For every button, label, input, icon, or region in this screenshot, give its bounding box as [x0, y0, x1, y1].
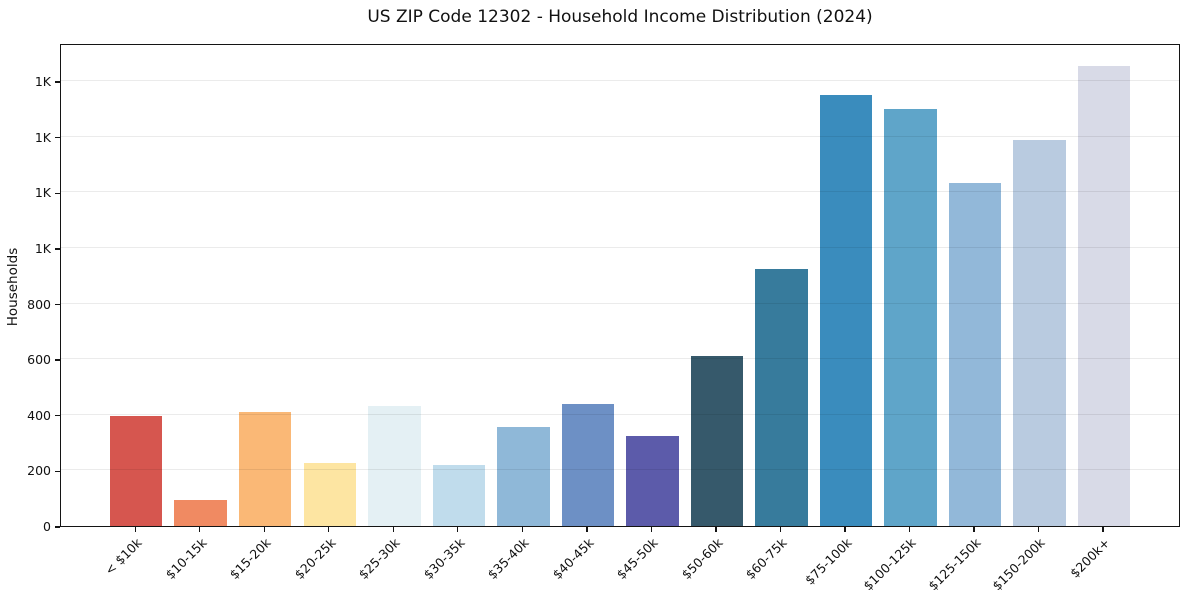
- bar-150-200k: [1013, 139, 1066, 526]
- bar-10k: [109, 416, 163, 526]
- bar-200k: [1077, 65, 1131, 526]
- gridline-200: [61, 469, 1179, 471]
- y-tick-mark-600: [55, 359, 60, 361]
- bar-45-50k: [626, 435, 679, 526]
- x-tick-mark-5: [457, 527, 459, 532]
- y-tick-mark-1200: [55, 192, 60, 194]
- gridline-1400: [61, 135, 1179, 137]
- y-tick-label-800: 800: [27, 296, 51, 312]
- y-tick-label-1000: 1K: [34, 240, 51, 256]
- x-tick-mark-4: [392, 527, 394, 532]
- x-tick-mark-13: [973, 527, 975, 532]
- y-tick-mark-1400: [55, 137, 60, 139]
- bar-10-15k: [174, 499, 227, 526]
- bar-125-150k: [948, 182, 1002, 526]
- gridline-1600: [61, 80, 1179, 82]
- y-tick-mark-1600: [55, 81, 60, 83]
- bar-100-125k: [884, 108, 937, 526]
- y-tick-label-400: 400: [27, 407, 51, 423]
- x-tick-mark-10: [779, 527, 782, 532]
- bar-30-35k: [432, 464, 486, 526]
- x-tick-label-0: < $10k: [101, 535, 145, 578]
- y-tick-mark-1000: [55, 248, 60, 250]
- chart-title: US ZIP Code 12302 - Household Income Dis…: [367, 7, 873, 27]
- x-tick-mark-1: [199, 527, 201, 532]
- gridline-1000: [61, 246, 1179, 248]
- y-tick-mark-800: [55, 303, 60, 306]
- x-tick-mark-12: [908, 527, 911, 532]
- x-tick-mark-15: [1102, 527, 1104, 532]
- y-tick-label-1600: 1K: [34, 74, 51, 90]
- x-tick-mark-3: [328, 527, 330, 532]
- x-tick-mark-14: [1037, 527, 1040, 532]
- x-tick-mark-11: [844, 527, 846, 532]
- y-tick-mark-400: [55, 415, 60, 417]
- gridline-800: [61, 302, 1179, 304]
- y-tick-label-600: 600: [27, 352, 51, 368]
- bar-50-60k: [690, 356, 744, 526]
- y-tick-label-200: 200: [27, 463, 51, 479]
- bar-25-30k: [368, 406, 421, 526]
- y-tick-mark-0: [55, 526, 60, 528]
- gridline-400: [61, 413, 1179, 415]
- plot-area: [60, 44, 1180, 527]
- x-tick-mark-9: [715, 527, 717, 532]
- bar-15-20k: [238, 412, 292, 526]
- gridline-600: [61, 358, 1179, 360]
- x-tick-mark-0: [134, 527, 136, 532]
- bar-40-45k: [561, 403, 615, 526]
- x-tick-mark-2: [263, 527, 265, 532]
- bar-20-25k: [303, 463, 356, 526]
- y-tick-label-0: 0: [43, 519, 51, 534]
- gridline-1200: [61, 191, 1179, 193]
- x-tick-mark-6: [521, 527, 523, 532]
- y-tick-mark-200: [55, 470, 60, 473]
- bar-75-100k: [819, 95, 873, 526]
- x-tick-mark-7: [586, 527, 588, 532]
- x-tick-mark-8: [650, 527, 653, 532]
- bar-35-40k: [497, 427, 550, 526]
- y-tick-label-1400: 1K: [34, 129, 51, 145]
- y-tick-label-1200: 1K: [34, 185, 51, 201]
- bar-60-75k: [755, 268, 808, 526]
